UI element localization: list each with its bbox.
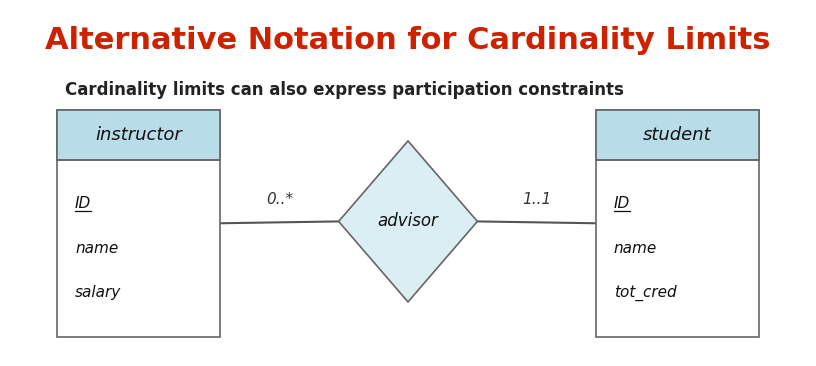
Text: salary: salary xyxy=(75,285,122,300)
Text: student: student xyxy=(643,126,712,144)
Text: tot_cred: tot_cred xyxy=(614,284,676,300)
Text: advisor: advisor xyxy=(378,212,438,231)
Text: 1..1: 1..1 xyxy=(522,192,551,207)
Text: 0..*: 0..* xyxy=(266,192,293,207)
Text: name: name xyxy=(75,241,118,256)
Text: name: name xyxy=(614,241,657,256)
Text: ID: ID xyxy=(75,197,91,212)
Text: instructor: instructor xyxy=(95,126,182,144)
Text: ID: ID xyxy=(614,197,630,212)
Text: Cardinality limits can also express participation constraints: Cardinality limits can also express part… xyxy=(65,81,624,98)
Text: Alternative Notation for Cardinality Limits: Alternative Notation for Cardinality Lim… xyxy=(45,26,771,55)
